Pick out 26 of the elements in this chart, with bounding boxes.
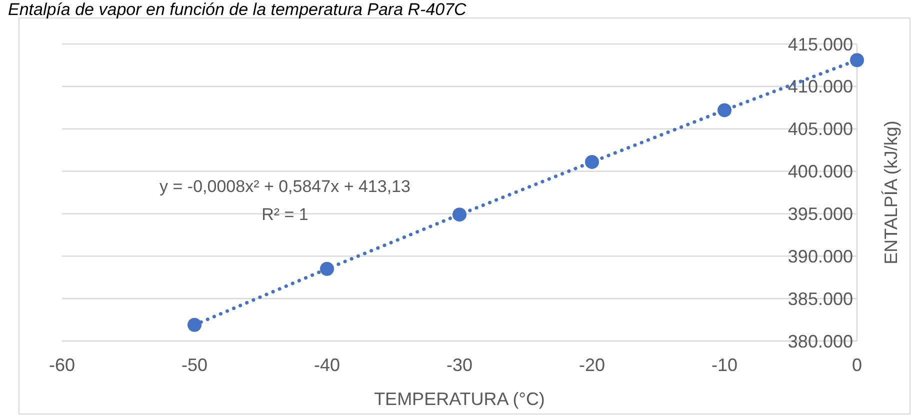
y-axis-title: ENTALPÍA (kJ/kg) — [881, 120, 901, 264]
x-tick-label: 0 — [852, 355, 862, 375]
point — [452, 208, 466, 222]
y-tick-label: 385.000 — [788, 288, 853, 309]
chart-title: Entalpía de vapor en función de la temperatura Para R-407C — [8, 0, 468, 19]
y-tick-label: 415.000 — [788, 34, 853, 54]
point — [188, 318, 202, 332]
annotation: R² = 1 — [262, 205, 308, 224]
annotation: y = -0,0008x² + 0,5847x + 413,13 — [160, 177, 410, 196]
x-tick-label: -30 — [446, 355, 473, 375]
y-tick-label: 400.000 — [788, 162, 853, 182]
x-axis-title: TEMPERATURA (°C) — [374, 389, 545, 409]
y-tick-label: 410.000 — [788, 76, 853, 97]
point — [718, 103, 732, 118]
x-tick-label: -60 — [48, 355, 76, 375]
x-tick-label: -20 — [578, 355, 606, 375]
x-tick-label: -10 — [711, 355, 738, 375]
y-tick-label: 395.000 — [788, 204, 853, 224]
x-tick-label: -40 — [314, 355, 340, 375]
y-tick-label: 405.000 — [788, 119, 853, 140]
y-tick-label: 380.000 — [788, 331, 853, 352]
point — [585, 154, 599, 169]
y-tick-label: 390.000 — [788, 246, 853, 266]
point — [320, 262, 334, 276]
point — [850, 53, 864, 68]
x-tick-label: -50 — [181, 355, 208, 375]
